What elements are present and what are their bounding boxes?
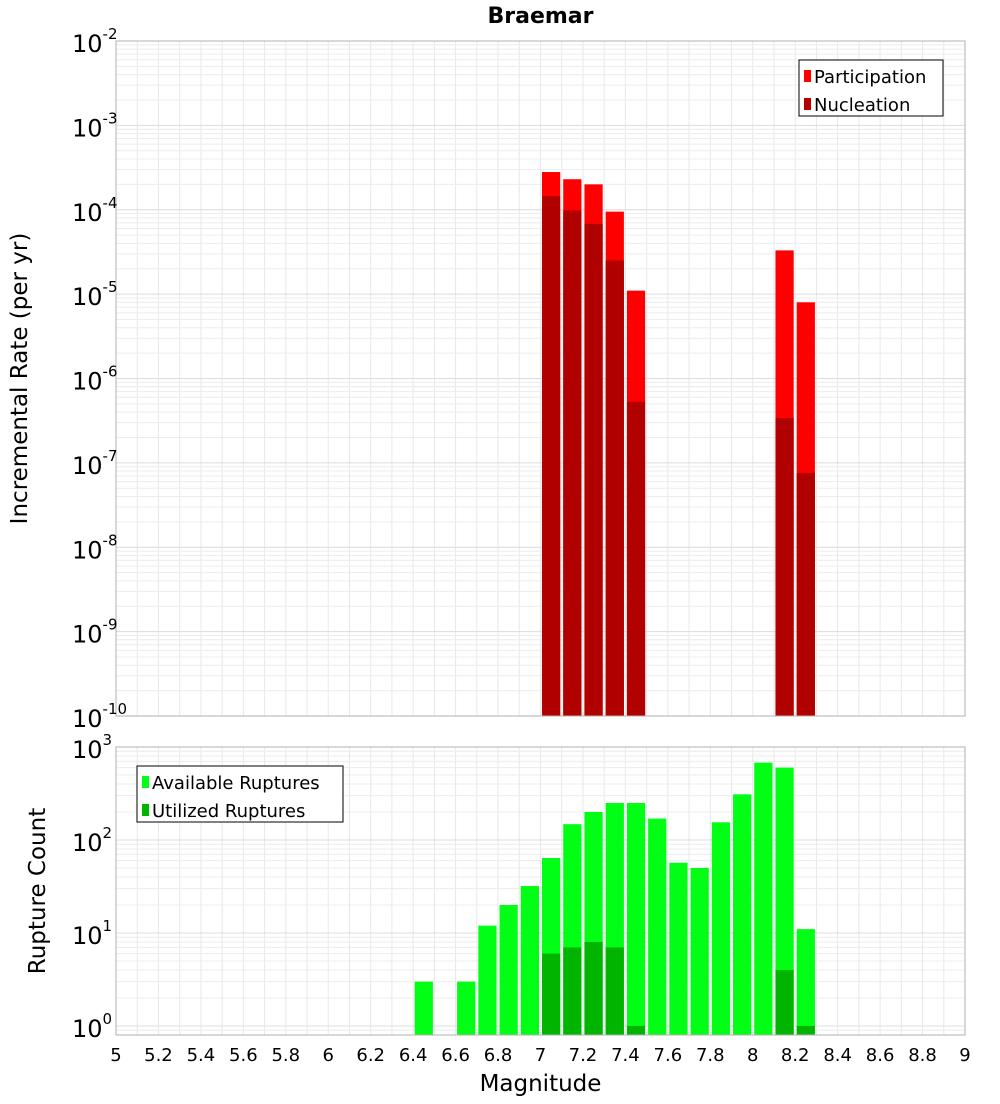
y-tick-label: 10-6 — [72, 363, 118, 396]
x-tick-label: 8.2 — [781, 1045, 810, 1066]
x-tick-label: 5.4 — [187, 1045, 216, 1066]
series-utilized-ruptures — [542, 942, 815, 1035]
bar-available-ruptures — [499, 904, 518, 1035]
x-tick-label: 6.6 — [441, 1045, 470, 1066]
y-axis-label: Incremental Rate (per yr) — [7, 233, 33, 525]
legend-swatch — [142, 804, 149, 816]
x-tick-label: 7.6 — [654, 1045, 683, 1066]
plot-frame — [115, 746, 966, 1036]
bar-available-ruptures — [796, 929, 815, 1035]
y-tick-label: 103 — [72, 731, 112, 764]
bar-available-ruptures — [690, 867, 709, 1035]
legend: Participation Nucleation — [798, 59, 944, 117]
x-tick-label: 6.2 — [356, 1045, 385, 1066]
bar-utilized-ruptures — [542, 953, 561, 1035]
bar-available-ruptures — [520, 886, 539, 1035]
bar-available-ruptures — [626, 802, 646, 1035]
y-tick-label: 101 — [72, 917, 112, 950]
panel-2: 103 102 101 100 Rupture Count 5 5.2 5.4 5.6 5.8 6 6… — [25, 731, 971, 1097]
bar-utilized-ruptures — [563, 947, 582, 1035]
bar-nucleation — [796, 472, 815, 716]
x-tick-label: 7.4 — [611, 1045, 640, 1066]
x-tick-label: 5.8 — [271, 1045, 300, 1066]
y-tick-label: 10-5 — [72, 278, 118, 311]
x-tick-label: 5.6 — [229, 1045, 258, 1066]
gridlines — [115, 41, 966, 717]
x-tick-label: 8 — [747, 1045, 758, 1066]
bar-available-ruptures — [478, 925, 497, 1035]
y-tick-label: 10-4 — [72, 194, 118, 227]
bar-nucleation — [775, 418, 794, 716]
y-tick-label: 10-3 — [72, 109, 118, 142]
y-tick-label: 10-2 — [72, 25, 118, 58]
bar-nucleation — [626, 401, 646, 716]
y-tick-label: 10-9 — [72, 616, 118, 649]
x-tick-label: 9 — [959, 1045, 970, 1066]
series-nucleation — [542, 196, 815, 716]
y-tick-label: 10-8 — [72, 531, 118, 564]
bar-available-ruptures — [457, 981, 476, 1035]
legend-label: Available Ruptures — [152, 773, 320, 794]
x-tick-label: 8.4 — [823, 1045, 852, 1066]
x-tick-label: 6.4 — [399, 1045, 428, 1066]
bar-available-ruptures — [711, 822, 731, 1035]
y-tick-label: 10-10 — [72, 700, 127, 733]
bar-available-ruptures — [669, 862, 688, 1035]
x-tick-label: 6.8 — [484, 1045, 513, 1066]
bar-available-ruptures — [414, 981, 433, 1035]
y-tick-label: 10-7 — [72, 447, 118, 480]
y-tick-label: 102 — [72, 824, 112, 857]
chart-title: Braemar — [487, 4, 593, 29]
legend-swatch — [804, 70, 811, 82]
y-tick-label: 100 — [72, 1010, 112, 1043]
bar-nucleation — [542, 196, 561, 716]
bar-utilized-ruptures — [775, 969, 794, 1035]
legend-label: Participation — [814, 67, 926, 88]
x-tick-label: 6 — [323, 1045, 334, 1066]
bar-available-ruptures — [648, 818, 667, 1035]
legend-label: Nucleation — [814, 95, 910, 116]
panel-1: 10-2 10-3 10-4 10-5 10-6 10-7 10-8 10-9 10-10 Inc… — [7, 4, 966, 733]
bar-nucleation — [605, 260, 624, 716]
bar-utilized-ruptures — [796, 1025, 815, 1035]
x-tick-label: 8.6 — [866, 1045, 895, 1066]
legend-swatch — [142, 776, 149, 788]
x-tick-label: 8.8 — [908, 1045, 937, 1066]
legend: Available Ruptures Utilized Ruptures — [136, 765, 344, 823]
bar-available-ruptures — [775, 767, 794, 1035]
legend-label: Utilized Ruptures — [152, 801, 305, 822]
x-tick-label: 5 — [110, 1045, 121, 1066]
x-tick-label: 7 — [535, 1045, 546, 1066]
x-axis-label: Magnitude — [480, 1071, 602, 1097]
bar-nucleation — [584, 223, 603, 716]
plot-frame — [115, 40, 966, 717]
legend-swatch — [804, 98, 811, 110]
x-tick-label: 5.2 — [144, 1045, 173, 1066]
bar-utilized-ruptures — [605, 947, 624, 1035]
bar-available-ruptures — [733, 794, 752, 1035]
bar-nucleation — [563, 210, 582, 716]
legend-box — [136, 765, 344, 823]
x-tick-label: 7.8 — [696, 1045, 725, 1066]
legend-box — [798, 59, 944, 117]
bar-utilized-ruptures — [626, 1025, 646, 1035]
bar-utilized-ruptures — [584, 942, 603, 1035]
y-axis-label: Rupture Count — [25, 808, 51, 974]
bar-available-ruptures — [754, 762, 773, 1035]
x-tick-label: 7.2 — [569, 1045, 598, 1066]
